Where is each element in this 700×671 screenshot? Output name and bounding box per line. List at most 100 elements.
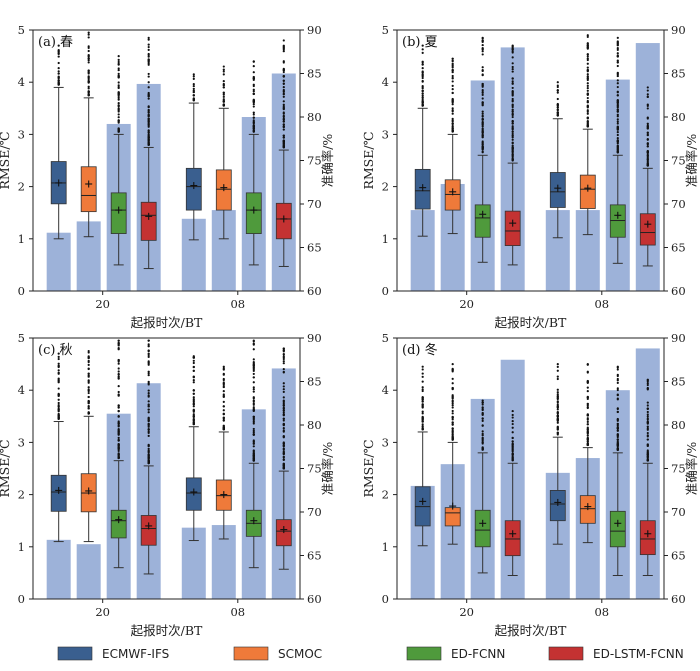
outlier-points	[252, 339, 255, 462]
outlier	[646, 435, 649, 438]
outlier	[451, 382, 454, 385]
outlier	[616, 36, 619, 39]
outlier	[252, 111, 255, 114]
outlier	[87, 360, 90, 364]
outlier	[451, 70, 454, 74]
y2-tick-label: 75	[307, 154, 322, 168]
outlier	[192, 83, 195, 86]
outlier	[616, 427, 619, 430]
outlier	[451, 112, 454, 115]
outlier	[147, 459, 150, 463]
outlier	[147, 405, 150, 408]
outlier-points	[451, 363, 454, 441]
outlier	[511, 446, 514, 449]
outlier	[421, 84, 424, 88]
y2-tick-label: 90	[671, 23, 686, 37]
outlier	[646, 95, 649, 99]
panel-label: (b) 夏	[402, 35, 438, 50]
outlier	[616, 115, 619, 118]
outlier-points	[57, 352, 60, 420]
outlier	[252, 343, 255, 346]
outlier	[147, 339, 150, 342]
outlier	[421, 410, 424, 413]
outlier	[147, 125, 150, 128]
outlier	[511, 455, 514, 458]
outlier	[511, 120, 514, 123]
outlier	[282, 419, 285, 422]
outlier	[616, 410, 619, 414]
outlier	[147, 434, 150, 437]
outlier	[192, 97, 195, 101]
outlier	[252, 71, 255, 74]
outlier	[586, 404, 589, 407]
outlier	[556, 393, 559, 396]
outlier	[616, 398, 619, 401]
outlier	[646, 383, 649, 387]
outlier	[646, 450, 649, 453]
outlier	[646, 107, 649, 110]
outlier	[511, 416, 514, 419]
outlier	[117, 113, 120, 116]
outlier	[556, 89, 559, 92]
outlier	[252, 429, 255, 432]
outlier	[192, 361, 195, 365]
legend: ECMWF-IFS SCMOC ED-FCNN ED-LSTM-FCNN	[57, 646, 684, 661]
y-tick-label: 2	[382, 488, 389, 502]
outlier	[421, 74, 424, 77]
outlier	[451, 377, 454, 380]
outlier	[252, 381, 255, 384]
outlier	[481, 430, 484, 433]
outlier	[556, 403, 559, 406]
outlier	[222, 427, 225, 430]
y-tick-label: 1	[382, 540, 389, 554]
outlier	[556, 106, 559, 109]
panel-label: (a) 春	[38, 35, 73, 50]
outlier	[421, 418, 424, 422]
outlier	[646, 431, 649, 435]
outlier	[481, 97, 484, 100]
x-tick-label: 20	[95, 605, 110, 619]
outlier	[511, 138, 514, 141]
y2-tick-label: 75	[671, 154, 686, 168]
outlier	[616, 425, 619, 429]
outlier	[117, 69, 120, 72]
outlier	[57, 377, 60, 380]
outlier	[117, 436, 120, 439]
y2-tick-label: 65	[307, 549, 322, 563]
outlier	[586, 62, 589, 65]
outlier	[556, 401, 559, 404]
outlier	[222, 393, 225, 396]
outlier	[451, 363, 454, 366]
outlier	[616, 118, 619, 121]
outlier	[87, 356, 90, 359]
outlier	[481, 147, 484, 150]
outlier	[117, 422, 120, 425]
outlier	[282, 360, 285, 363]
outlier	[586, 42, 589, 46]
outlier	[57, 417, 60, 420]
outlier	[117, 76, 120, 79]
outlier	[147, 355, 150, 359]
outlier	[117, 60, 120, 64]
legend-label: ECMWF-IFS	[102, 647, 169, 661]
box	[504, 210, 521, 246]
box	[609, 204, 626, 238]
outlier	[616, 52, 619, 55]
outlier	[252, 129, 255, 132]
outlier	[147, 383, 150, 386]
outlier	[556, 425, 559, 428]
outlier	[451, 418, 454, 421]
outlier	[57, 387, 60, 390]
y2-tick-label: 75	[671, 462, 686, 476]
outlier	[586, 418, 589, 421]
outlier	[421, 380, 424, 383]
outlier	[222, 73, 225, 76]
outlier	[556, 377, 559, 381]
outlier	[616, 438, 619, 442]
outlier	[511, 67, 514, 71]
outlier	[421, 428, 424, 431]
outlier	[192, 75, 195, 78]
outlier	[252, 390, 255, 393]
outlier	[481, 150, 484, 153]
outlier	[147, 140, 150, 143]
